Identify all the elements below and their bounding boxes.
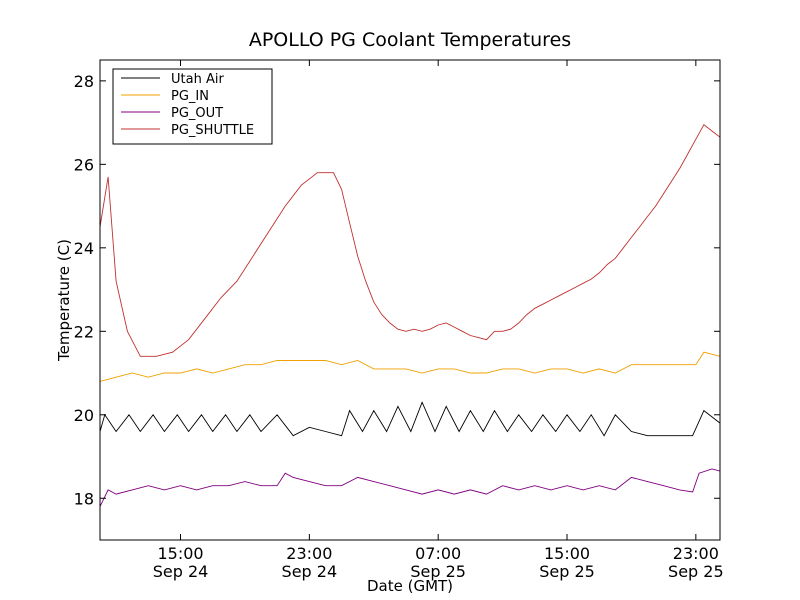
- series-line-pg_shuttle: [99, 124, 721, 357]
- x-tick-label-date: Sep 24: [153, 562, 209, 581]
- y-axis-label: Temperature (C): [55, 239, 73, 362]
- series-line-pg_out: [99, 468, 721, 507]
- plot-frame: [99, 59, 721, 541]
- x-tick-label-date: Sep 25: [668, 562, 724, 581]
- series-line-utah_air: [99, 401, 721, 437]
- x-tick-label-time: 15:00: [157, 544, 203, 563]
- y-axis: 18 20 22 24 26 28: [74, 72, 720, 508]
- legend-label-pg_in: PG_IN: [171, 89, 209, 104]
- x-tick-label-time: 23:00: [286, 544, 332, 563]
- series-line-pg_in: [99, 351, 721, 382]
- x-axis-label: Date (GMT): [367, 577, 453, 595]
- x-tick-label-date: Sep 25: [410, 562, 466, 581]
- series-layer: [99, 124, 721, 507]
- chart-title: APOLLO PG Coolant Temperatures: [249, 29, 571, 51]
- x-tick-label-date: Sep 24: [282, 562, 338, 581]
- y-tick-label: 28: [74, 72, 94, 91]
- y-tick-label: 18: [74, 489, 94, 508]
- y-tick-label: 24: [74, 239, 94, 258]
- legend-label-pg_out: PG_OUT: [171, 106, 223, 121]
- x-tick-label-time: 23:00: [673, 544, 719, 563]
- legend-box: [112, 68, 273, 145]
- x-tick-label-time: 07:00: [415, 544, 461, 563]
- legend-label-pg_shuttle: PG_SHUTTLE: [171, 123, 254, 138]
- legend-label-utah_air: Utah Air: [171, 72, 224, 87]
- y-tick-label: 22: [74, 322, 94, 341]
- legend: Utah Air PG_IN PG_OUT PG_SHUTTLE: [112, 68, 273, 145]
- x-tick-label-date: Sep 25: [539, 562, 595, 581]
- y-tick-label: 20: [74, 406, 94, 425]
- x-tick-label-time: 15:00: [544, 544, 590, 563]
- y-tick-label: 26: [74, 155, 94, 174]
